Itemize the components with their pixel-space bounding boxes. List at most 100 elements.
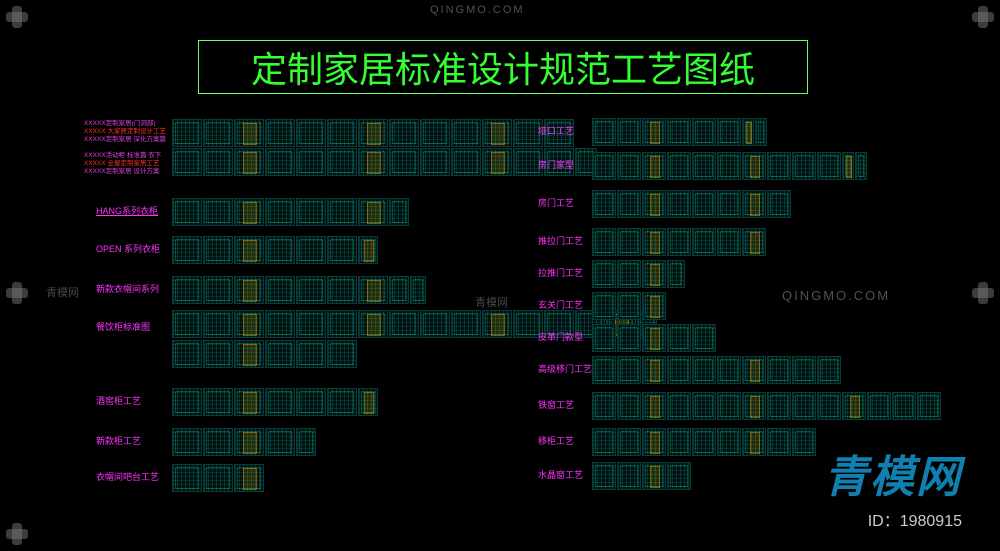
drawing-thumbnail: [482, 310, 512, 338]
drawing-row: [172, 276, 426, 304]
drawing-thumbnail: [234, 388, 264, 416]
watermark-qingmo-top: QINGMO.COM: [430, 4, 525, 16]
drawing-thumbnail: [642, 462, 666, 490]
drawing-thumbnail: [358, 198, 388, 226]
drawing-thumbnail: [265, 388, 295, 416]
drawing-thumbnail: [327, 148, 357, 176]
drawing-thumbnail: [642, 356, 666, 384]
drawing-thumbnail: [451, 148, 481, 176]
drawing-thumbnail: [617, 292, 641, 320]
section-label: 拉推门工艺: [538, 266, 583, 279]
drawing-thumbnail: [172, 340, 202, 368]
drawing-thumbnail: [667, 190, 691, 218]
drawing-thumbnail: [592, 118, 616, 146]
drawing-thumbnail: [389, 148, 419, 176]
drawing-thumbnail: [592, 152, 616, 180]
section-label: 新款衣帽间系列: [96, 282, 159, 295]
drawing-thumbnail: [717, 190, 741, 218]
drawing-thumbnail: [265, 236, 295, 264]
drawing-thumbnail: [172, 310, 202, 338]
drawing-thumbnail: [767, 392, 791, 420]
drawing-thumbnail: [617, 392, 641, 420]
drawing-thumbnail: [767, 428, 791, 456]
drawing-thumbnail: [767, 356, 791, 384]
drawing-thumbnail: [642, 324, 666, 352]
drawing-thumbnail: [617, 152, 641, 180]
drawing-thumbnail: [692, 392, 716, 420]
drawing-row: [172, 198, 409, 226]
section-label: 衣帽间吧台工艺: [96, 470, 159, 483]
drawing-thumbnail: [692, 118, 716, 146]
drawing-thumbnail: [692, 428, 716, 456]
drawing-thumbnail: [389, 310, 419, 338]
drawing-row: [592, 260, 685, 288]
drawing-thumbnail: [617, 118, 641, 146]
section-label: 水晶窗工艺: [538, 468, 583, 481]
drawing-thumbnail: [617, 260, 641, 288]
drawing-thumbnail: [592, 392, 616, 420]
drawing-thumbnail: [667, 462, 691, 490]
drawing-thumbnail: [172, 464, 202, 492]
drawing-row: [172, 340, 357, 368]
drawing-thumbnail: [420, 119, 450, 147]
drawing-thumbnail: [172, 148, 202, 176]
drawing-thumbnail: [265, 148, 295, 176]
drawing-thumbnail: [642, 228, 666, 256]
section-label: OPEN 系列衣柜: [96, 242, 160, 255]
drawing-row: [172, 428, 316, 456]
main-title-text: 定制家居标准设计规范工艺图纸: [251, 41, 755, 93]
drawing-thumbnail: [358, 119, 388, 147]
puzzle-icon: [972, 6, 994, 28]
drawing-thumbnail: [867, 392, 891, 420]
meta-line: XXXXX 大家居定制设计工艺: [84, 128, 166, 136]
drawing-thumbnail: [742, 118, 754, 146]
watermark-cn-left: 青模网: [46, 284, 79, 300]
drawing-thumbnail: [667, 392, 691, 420]
section-label: 移柜工艺: [538, 434, 574, 447]
drawing-thumbnail: [667, 428, 691, 456]
drawing-thumbnail: [667, 228, 691, 256]
drawing-thumbnail: [642, 260, 666, 288]
drawing-thumbnail: [842, 392, 866, 420]
drawing-row: [592, 190, 791, 218]
main-title: 定制家居标准设计规范工艺图纸: [198, 40, 808, 94]
drawing-thumbnail: [296, 198, 326, 226]
drawing-thumbnail: [742, 356, 766, 384]
meta-line: XXXXX定制家居 设计方案: [84, 168, 159, 176]
drawing-row: [172, 236, 378, 264]
drawing-thumbnail: [265, 276, 295, 304]
section-label: 铁窗工艺: [538, 398, 574, 411]
section-label: 房门家型: [538, 158, 574, 171]
drawing-thumbnail: [717, 152, 741, 180]
drawing-row: [592, 152, 867, 180]
drawing-thumbnail: [234, 340, 264, 368]
drawing-thumbnail: [451, 310, 481, 338]
drawing-thumbnail: [617, 356, 641, 384]
section-label: 高级移门工艺: [538, 362, 592, 375]
drawing-thumbnail: [203, 236, 233, 264]
puzzle-icon: [6, 282, 28, 304]
drawing-thumbnail: [592, 324, 616, 352]
drawing-thumbnail: [642, 190, 666, 218]
drawing-thumbnail: [742, 228, 766, 256]
drawing-thumbnail: [667, 324, 691, 352]
drawing-thumbnail: [692, 152, 716, 180]
drawing-thumbnail: [617, 428, 641, 456]
drawing-thumbnail: [642, 392, 666, 420]
drawing-thumbnail: [296, 428, 316, 456]
drawing-thumbnail: [692, 228, 716, 256]
drawing-thumbnail: [767, 190, 791, 218]
drawing-thumbnail: [203, 340, 233, 368]
drawing-thumbnail: [172, 236, 202, 264]
drawing-thumbnail: [389, 198, 409, 226]
drawing-thumbnail: [265, 310, 295, 338]
drawing-row: [592, 292, 666, 320]
drawing-thumbnail: [327, 388, 357, 416]
drawing-thumbnail: [265, 198, 295, 226]
drawing-row: [592, 392, 941, 420]
drawing-thumbnail: [327, 310, 357, 338]
drawing-thumbnail: [234, 464, 264, 492]
drawing-thumbnail: [296, 236, 326, 264]
meta-line: XXXXX 全屋定制家居工艺: [84, 160, 159, 168]
drawing-thumbnail: [296, 276, 326, 304]
